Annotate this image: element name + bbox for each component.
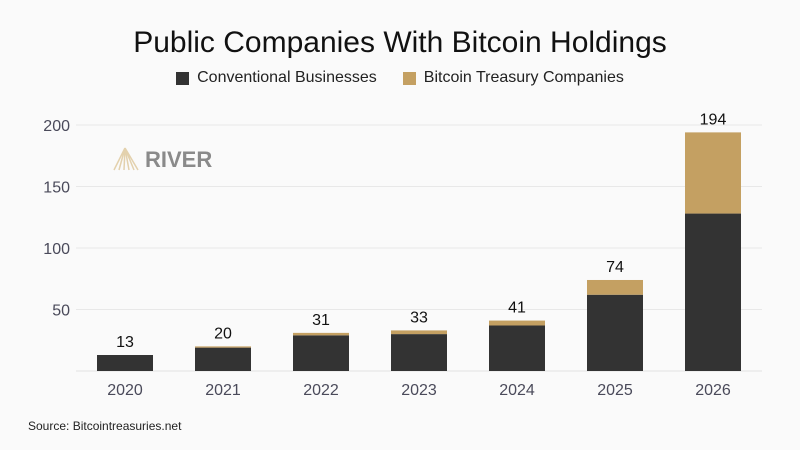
chart-title: Public Companies With Bitcoin Holdings — [133, 26, 667, 59]
river-logo-icon — [113, 147, 139, 171]
river-logo-text: RIVER — [145, 147, 212, 172]
data-label: 13 — [116, 334, 134, 351]
y-tick-label: 100 — [43, 241, 70, 258]
legend-item-treasury: Bitcoin Treasury Companies — [402, 69, 624, 87]
data-label: 31 — [312, 312, 330, 329]
legend-label: Bitcoin Treasury Companies — [423, 69, 624, 86]
bar-treasury — [587, 279, 643, 295]
x-tick-label: 2020 — [107, 382, 143, 399]
x-tick-label: 2026 — [695, 382, 731, 399]
y-tick-label: 200 — [43, 118, 70, 135]
bar-treasury — [293, 332, 349, 336]
y-tick-label: 150 — [43, 180, 70, 197]
bar-conventional — [685, 213, 741, 371]
legend-label: Conventional Businesses — [197, 69, 377, 86]
bar-conventional — [195, 347, 251, 371]
bar-conventional — [489, 325, 545, 371]
x-tick-label: 2024 — [499, 382, 535, 399]
bar-treasury — [195, 346, 251, 348]
data-label: 33 — [410, 309, 428, 326]
x-tick-label: 2023 — [401, 382, 437, 399]
x-tick-label: 2021 — [205, 382, 241, 399]
bar-conventional — [587, 294, 643, 371]
bar-conventional — [293, 335, 349, 371]
legend: Conventional Businesses Bitcoin Treasury… — [0, 69, 800, 87]
legend-swatch — [402, 71, 416, 85]
legend-swatch — [176, 71, 190, 85]
bar-treasury — [685, 132, 741, 214]
data-label: 41 — [508, 300, 526, 317]
data-label: 194 — [700, 111, 727, 128]
river-logo: RIVER — [113, 147, 212, 172]
bar-conventional — [97, 355, 153, 371]
source-note: Source: Bitcointreasuries.net — [28, 419, 182, 433]
bar-treasury — [489, 320, 545, 326]
data-label: 74 — [606, 259, 624, 276]
data-label: 20 — [214, 325, 232, 342]
y-tick-label: 50 — [52, 303, 70, 320]
x-tick-label: 2025 — [597, 382, 633, 399]
x-tick-label: 2022 — [303, 382, 339, 399]
legend-item-conventional: Conventional Businesses — [176, 69, 377, 87]
bar-treasury — [391, 330, 447, 335]
bar-conventional — [391, 334, 447, 371]
